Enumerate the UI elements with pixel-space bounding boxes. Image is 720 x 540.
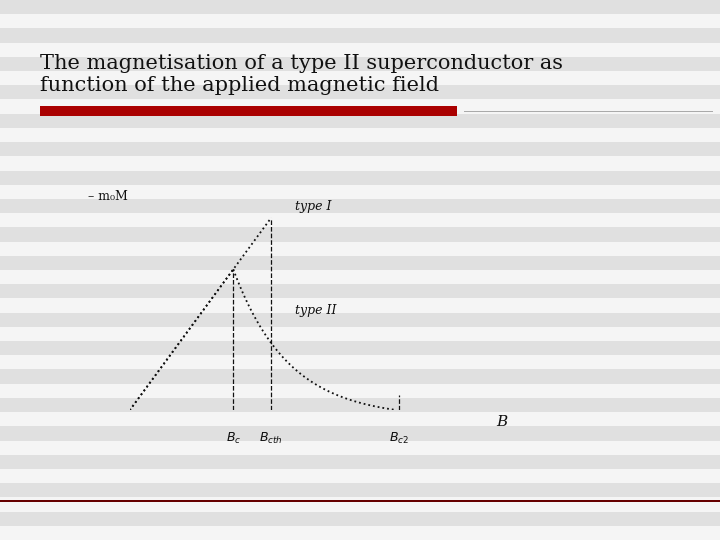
- Text: B: B: [496, 415, 507, 429]
- Text: type I: type I: [295, 200, 332, 213]
- Text: $B_c$: $B_c$: [225, 431, 241, 446]
- FancyBboxPatch shape: [0, 500, 720, 502]
- Text: $B_{cth}$: $B_{cth}$: [259, 431, 283, 446]
- Text: $B_{c2}$: $B_{c2}$: [390, 431, 409, 446]
- Text: The magnetisation of a type II superconductor as
function of the applied magneti: The magnetisation of a type II supercond…: [40, 54, 562, 95]
- Text: type II: type II: [295, 303, 337, 316]
- FancyBboxPatch shape: [464, 111, 713, 112]
- Text: – m₀M: – m₀M: [88, 191, 128, 204]
- FancyBboxPatch shape: [40, 106, 457, 116]
